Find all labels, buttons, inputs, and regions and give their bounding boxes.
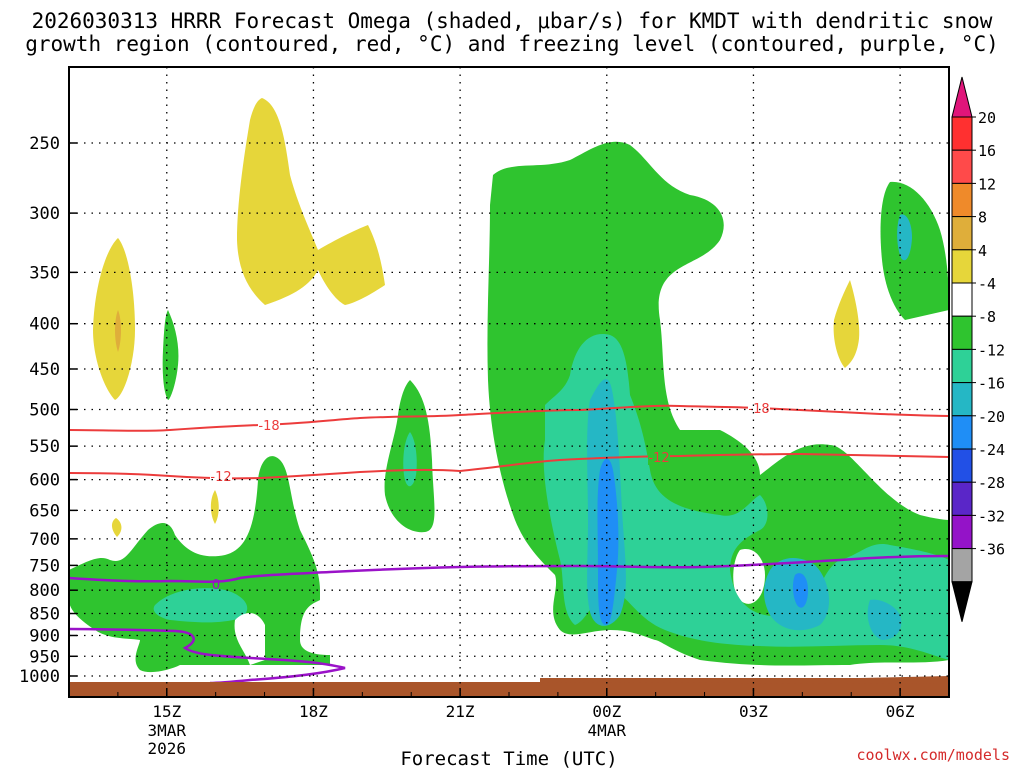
colorbar: 20 16 12 8 4 -4 -8 -12 -16 -20 -24 -28 -32 -36: [951, 76, 1005, 622]
colorbar-label: -12: [978, 341, 1005, 359]
omega-yellow-region-3: [833, 280, 860, 368]
omega-yellow-region-2: [237, 98, 385, 305]
credit-link[interactable]: coolwx.com/models: [856, 746, 1010, 764]
contour-label-bg: [648, 450, 670, 465]
grid-lines: [69, 67, 949, 697]
y-tick-label: 950: [29, 647, 60, 667]
contour-freezing-level-0: [69, 554, 949, 583]
colorbar-segment: [951, 415, 973, 450]
colorbar-segment: [951, 216, 973, 251]
x-tick-sublabel: 4MAR: [588, 721, 627, 740]
omega-teal-region: [543, 334, 949, 660]
colorbar-label: -20: [978, 408, 1005, 426]
x-tick-label: 06Z: [886, 702, 915, 721]
colorbar-label: -24: [978, 441, 1005, 459]
y-tick-label: 650: [29, 501, 60, 521]
contour-label-minus18-a: -18: [258, 419, 279, 434]
x-tick-label: 21Z: [446, 702, 475, 721]
omega-white-notch: [234, 613, 265, 665]
x-tick-label: 15Z: [152, 702, 181, 721]
x-tick-label: 18Z: [299, 702, 328, 721]
y-tick-label: 500: [29, 401, 60, 421]
omega-green-column-1: [162, 310, 179, 400]
ground-surface-top: [540, 676, 949, 684]
contour-label-bg: [258, 418, 280, 433]
colorbar-label: -8: [978, 308, 996, 326]
y-tick-label: 1000: [19, 667, 60, 687]
colorbar-segment: [951, 382, 973, 417]
y-tick-label: 350: [29, 263, 60, 283]
y-tick-label: 600: [29, 471, 60, 491]
y-tick-label: 450: [29, 360, 60, 380]
contour-label-minus12-b: -12: [648, 451, 669, 466]
y-tick-label: 300: [29, 204, 60, 224]
y-tick-label: 800: [29, 581, 60, 601]
x-tick-label: 00Z: [592, 702, 621, 721]
chart-title-line1: 2026030313 HRRR Forecast Omega (shaded, …: [31, 9, 993, 33]
colorbar-label: -28: [978, 474, 1005, 492]
colorbar-label: -4: [978, 275, 996, 293]
colorbar-segment: [951, 448, 973, 483]
omega-yellow-region-1: [93, 238, 135, 400]
colorbar-segment: [951, 315, 973, 350]
y-tick-label: 550: [29, 437, 60, 457]
colorbar-segment: [951, 182, 973, 218]
x-tick-sublabel: 2026: [148, 739, 187, 758]
colorbar-segment: [951, 149, 973, 184]
ground-surface: [69, 682, 949, 697]
y-tick-label: 850: [29, 605, 60, 625]
y-tick-label: 900: [29, 626, 60, 646]
contour-label-bg: [210, 469, 232, 484]
y-tick-label: 250: [29, 134, 60, 154]
omega-cyan-upper-right: [897, 214, 912, 261]
x-axis-label: Forecast Time (UTC): [400, 748, 617, 768]
colorbar-label: -16: [978, 375, 1005, 393]
colorbar-segment: [951, 116, 973, 151]
colorbar-label: 16: [978, 142, 996, 160]
colorbar-label: 8: [978, 209, 987, 227]
plot-frame: [68, 66, 950, 698]
colorbar-label: 20: [978, 109, 996, 127]
contour-dgz-minus18: [69, 404, 949, 432]
omega-white-hole-1: [733, 549, 765, 604]
omega-yellow-spot-1: [210, 490, 219, 524]
colorbar-bottom-arrow: [951, 581, 973, 622]
colorbar-label: 4: [978, 242, 987, 260]
omega-teal-region-lower-left: [153, 588, 248, 623]
colorbar-segment: [951, 348, 973, 384]
y-tick-label: 750: [29, 556, 60, 576]
colorbar-label: 12: [978, 175, 996, 193]
contour-label-zero: 0: [212, 578, 220, 593]
colorbar-segment: [951, 514, 973, 550]
omega-cyan-region: [587, 214, 910, 640]
x-tick-label: 03Z: [739, 702, 768, 721]
x-tick-sublabel: 3MAR: [148, 721, 187, 740]
colorbar-top-arrow: [951, 76, 973, 118]
chart-title-line2: growth region (contoured, red, °C) and f…: [25, 32, 999, 56]
colorbar-label: -36: [978, 541, 1005, 559]
contour-dgz-minus12: [69, 452, 949, 480]
y-axis: 2503003504004505005506006507007508008509…: [19, 134, 77, 687]
omega-green-region-upper-right: [880, 181, 949, 320]
contour-label-minus12-a: -12: [210, 470, 231, 485]
colorbar-segment: [951, 481, 973, 516]
y-tick-label: 400: [29, 315, 60, 335]
colorbar-segment: [951, 249, 973, 284]
colorbar-label: -32: [978, 507, 1005, 525]
y-tick-label: 700: [29, 530, 60, 550]
colorbar-segment: [951, 282, 973, 317]
omega-yellow-spot-2: [111, 518, 122, 537]
colorbar-segment: [951, 548, 973, 583]
contour-freezing-level-0-lower: [69, 627, 346, 685]
omega-orange-spot-1: [115, 310, 121, 352]
